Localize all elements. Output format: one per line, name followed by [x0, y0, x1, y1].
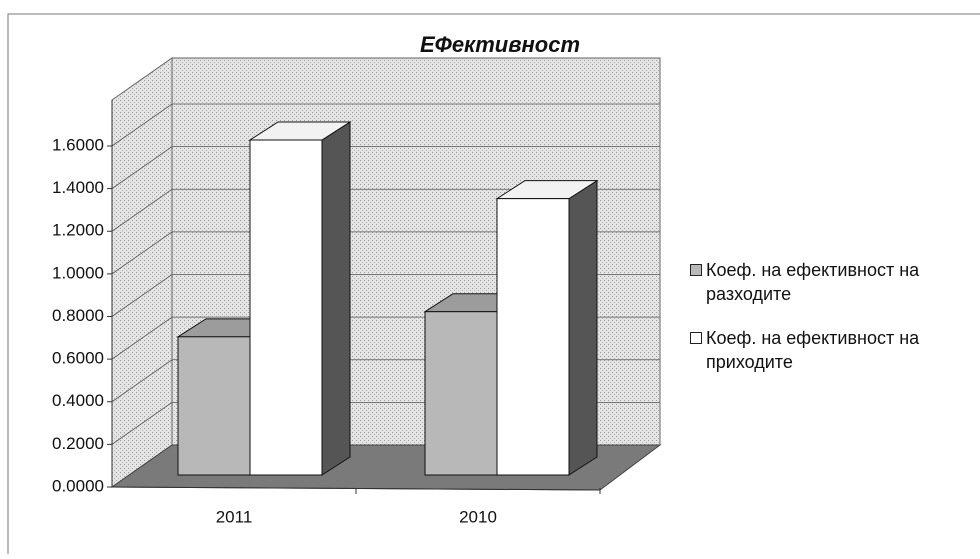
chart-title: ЕФективност [420, 32, 580, 57]
x-tick-label: 2011 [216, 507, 253, 526]
bar [249, 139, 323, 476]
legend-item: Коеф. на ефективност на разходите [690, 258, 980, 306]
bar [177, 336, 251, 476]
y-tick-label: 0.8000 [52, 306, 104, 325]
legend-label: Коеф. на ефективност на приходите [706, 328, 920, 372]
legend-label: Коеф. на ефективност на разходите [706, 260, 920, 304]
y-tick-label: 1.4000 [52, 178, 104, 197]
grid-line [111, 188, 660, 232]
bar [496, 198, 570, 476]
side-wall [111, 57, 173, 488]
legend-item: Коеф. на ефективност на приходите [690, 326, 980, 374]
y-tick-label: 0.4000 [52, 391, 104, 410]
y-tick-label: 1.0000 [52, 263, 104, 282]
y-tick-label: 1.6000 [52, 135, 104, 154]
grid-line [111, 103, 660, 147]
y-tick-label: 0.2000 [52, 434, 104, 453]
plot: 0.0000 0.2000 0.4000 0.6000 0.8000 1.0000 1.20… [52, 57, 662, 526]
x-tick-label: 2010 [459, 507, 497, 526]
chart-border [7, 13, 980, 559]
bar-side [568, 179, 598, 476]
grid-line [111, 146, 660, 189]
bar [424, 311, 498, 476]
bar-side [321, 121, 351, 476]
y-tick-label: 0.6000 [52, 349, 104, 368]
y-tick-label: 0.0000 [52, 476, 104, 495]
legend-swatch [690, 264, 702, 276]
y-tick-label: 1.2000 [52, 221, 104, 240]
legend: Коеф. на ефективност на разходите Коеф. н… [690, 258, 980, 394]
legend-swatch [690, 332, 702, 344]
